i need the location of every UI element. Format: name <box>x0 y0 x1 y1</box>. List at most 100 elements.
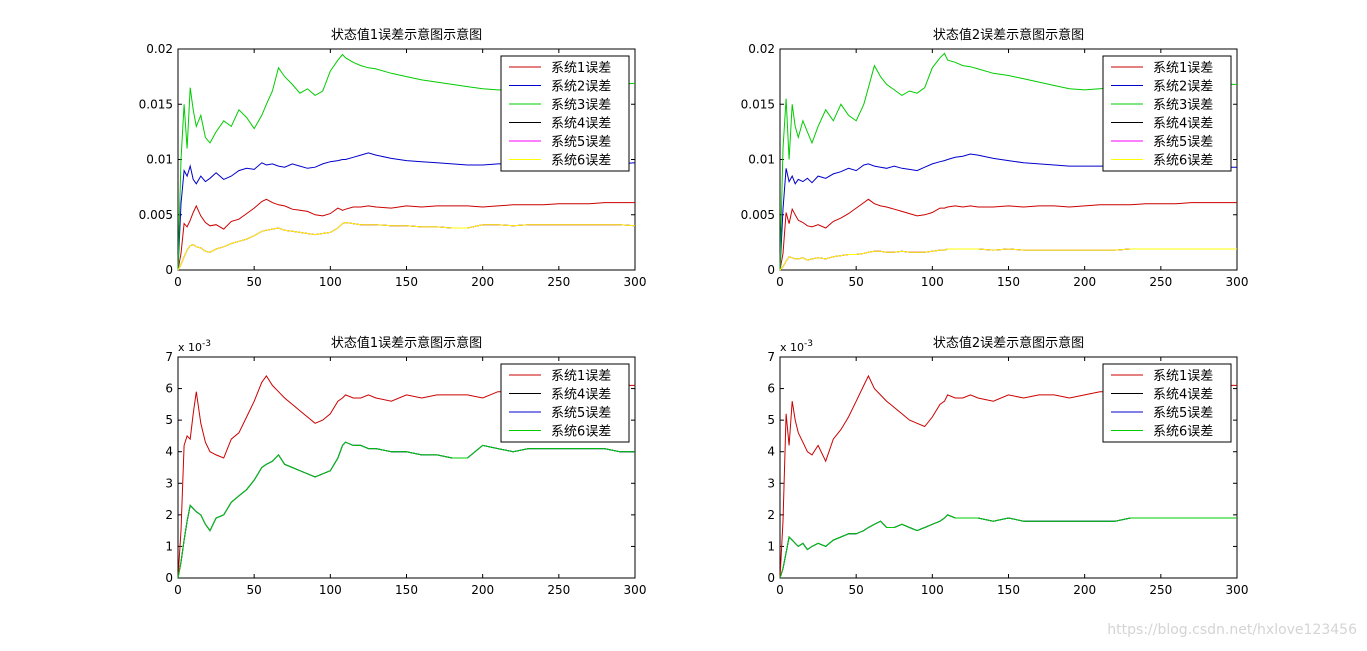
x-tick-label: 150 <box>997 275 1020 289</box>
series-line <box>177 198 635 271</box>
chart-title: 状态值1误差示意图示意图 <box>331 335 482 351</box>
legend-box <box>500 363 630 443</box>
x-tick-label: 300 <box>624 275 647 289</box>
y-tick-label: 0 <box>767 571 775 585</box>
legend-label: 系统5误差 <box>551 135 611 150</box>
legend-box <box>500 55 630 172</box>
x-tick-label: 200 <box>1073 583 1096 597</box>
x-tick-label: 50 <box>247 583 262 597</box>
x-tick-label: 250 <box>547 275 570 289</box>
y-tick-label: 0.015 <box>139 97 173 111</box>
y-tick-label: 0 <box>165 263 173 277</box>
y-tick-label: 0 <box>767 263 775 277</box>
legend-label: 系统6误差 <box>551 154 611 169</box>
x-tick-label: 50 <box>247 275 262 289</box>
y-tick-label: 7 <box>767 350 775 364</box>
x-tick-label: 0 <box>776 275 784 289</box>
x-tick-label: 50 <box>849 583 864 597</box>
legend-box <box>1102 55 1232 172</box>
y-tick-label: 2 <box>767 508 775 522</box>
legend-label: 系统4误差 <box>1153 388 1213 403</box>
y-tick-label: 5 <box>165 413 173 427</box>
y-tick-label: 0.01 <box>748 153 775 167</box>
legend-label: 系统1误差 <box>551 369 611 384</box>
legend-label: 系统1误差 <box>1153 369 1213 384</box>
x-tick-label: 300 <box>624 583 647 597</box>
x-tick-label: 100 <box>921 275 944 289</box>
legend-label: 系统1误差 <box>1153 61 1213 76</box>
x-tick-label: 150 <box>395 275 418 289</box>
legend-label: 系统4误差 <box>1153 117 1213 132</box>
y-tick-label: 1 <box>767 539 775 553</box>
legend-label: 系统3误差 <box>1153 98 1213 113</box>
x-tick-label: 250 <box>1149 583 1172 597</box>
series-line <box>779 514 1237 579</box>
x-tick-label: 150 <box>997 583 1020 597</box>
series-line <box>177 221 636 271</box>
y-exponent-power: -3 <box>804 339 813 349</box>
x-tick-label: 250 <box>547 583 570 597</box>
series-line <box>779 248 1237 271</box>
legend-label: 系统6误差 <box>1153 425 1213 440</box>
x-tick-label: 200 <box>471 275 494 289</box>
y-tick-label: 2 <box>165 508 173 522</box>
y-tick-label: 1 <box>165 539 173 553</box>
series-line <box>779 198 1237 271</box>
x-tick-label: 50 <box>849 275 864 289</box>
y-tick-label: 7 <box>165 350 173 364</box>
legend-label: 系统5误差 <box>1153 135 1213 150</box>
y-tick-label: 0.02 <box>748 42 775 56</box>
legend-label: 系统4误差 <box>551 388 611 403</box>
y-tick-label: 0.02 <box>146 42 173 56</box>
x-tick-label: 100 <box>921 583 944 597</box>
legend-label: 系统2误差 <box>1153 80 1213 95</box>
series-line <box>177 441 635 579</box>
subplot-2: 状态值2误差示意图示意图 0 50 100 150 200 250 300 0 0.005 0.01… <box>741 27 1249 289</box>
y-tick-label: 4 <box>767 445 775 459</box>
y-tick-label: 0.015 <box>741 97 775 111</box>
subplot-3: 状态值1误差示意图示意图 0 50 100 150 200 250 300 0 1 2 3 4 5 6 7 x … <box>165 335 646 597</box>
x-tick-label: 300 <box>1226 583 1249 597</box>
subplot-4: 状态值2误差示意图示意图 0 50 100 150 200 250 300 0 1 2 3 4 5 6 7 x … <box>767 335 1248 597</box>
x-tick-label: 250 <box>1149 275 1172 289</box>
legend-label: 系统2误差 <box>551 80 611 95</box>
y-tick-label: 6 <box>767 382 775 396</box>
legend-label: 系统5误差 <box>1153 406 1213 421</box>
x-tick-label: 200 <box>471 583 494 597</box>
legend-label: 系统3误差 <box>551 98 611 113</box>
x-tick-label: 300 <box>1226 275 1249 289</box>
chart-title: 状态值1误差示意图示意图 <box>331 27 482 43</box>
legend-label: 系统4误差 <box>551 117 611 132</box>
chart-title: 状态值2误差示意图示意图 <box>933 27 1084 43</box>
x-tick-label: 0 <box>174 275 182 289</box>
x-tick-label: 200 <box>1073 275 1096 289</box>
x-tick-label: 0 <box>174 583 182 597</box>
legend-label: 系统1误差 <box>551 61 611 76</box>
y-tick-label: 0 <box>165 571 173 585</box>
y-tick-label: 0.01 <box>146 153 173 167</box>
legend-label: 系统5误差 <box>551 406 611 421</box>
y-tick-label: 3 <box>767 476 775 490</box>
x-tick-label: 150 <box>395 583 418 597</box>
y-tick-label: 0.005 <box>139 208 173 222</box>
y-tick-label: 5 <box>767 413 775 427</box>
y-tick-label: 6 <box>165 382 173 396</box>
x-tick-label: 0 <box>776 583 784 597</box>
legend-label: 系统6误差 <box>551 425 611 440</box>
subplot-1: 状态值1误差示意图示意图 0 50 100 150 200 250 300 0 0.005 0.01… <box>139 27 647 289</box>
y-exponent-label: x 10-3 <box>780 339 813 354</box>
y-tick-label: 0.005 <box>741 208 775 222</box>
legend-label: 系统6误差 <box>1153 154 1213 169</box>
legend-box <box>1102 363 1232 443</box>
y-tick-label: 4 <box>165 445 173 459</box>
y-exponent-power: -3 <box>202 339 211 349</box>
x-tick-label: 100 <box>319 583 342 597</box>
y-exponent-label: x 10-3 <box>178 339 211 354</box>
chart-title: 状态值2误差示意图示意图 <box>933 335 1084 351</box>
watermark-text: https://blog.csdn.net/hxlove123456 <box>1107 622 1357 638</box>
x-tick-label: 100 <box>319 275 342 289</box>
